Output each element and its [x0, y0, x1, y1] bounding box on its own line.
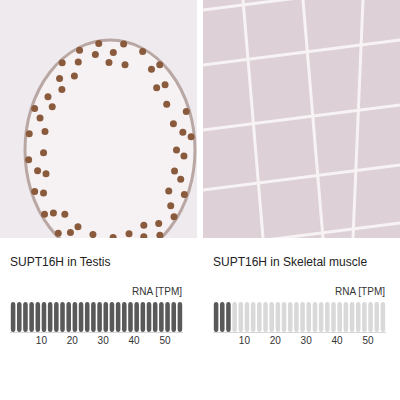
- svg-text:30: 30: [98, 335, 110, 346]
- svg-text:50: 50: [159, 335, 171, 346]
- svg-text:20: 20: [270, 335, 282, 346]
- svg-text:40: 40: [332, 335, 344, 346]
- html-text:RNA [TPM]: RNA [TPM]: [335, 286, 385, 297]
- svg-text:40: 40: [129, 335, 141, 346]
- svg-text:10: 10: [239, 335, 251, 346]
- html-text:RNA [TPM]: RNA [TPM]: [132, 286, 182, 297]
- svg-text:30: 30: [301, 335, 313, 346]
- svg-text:20: 20: [67, 335, 79, 346]
- html-text:SUPT16H in Skeletal muscle: SUPT16H in Skeletal muscle: [213, 255, 368, 269]
- html-text:SUPT16H in Testis: SUPT16H in Testis: [10, 255, 111, 269]
- svg-text:10: 10: [36, 335, 48, 346]
- svg-text:50: 50: [362, 335, 374, 346]
